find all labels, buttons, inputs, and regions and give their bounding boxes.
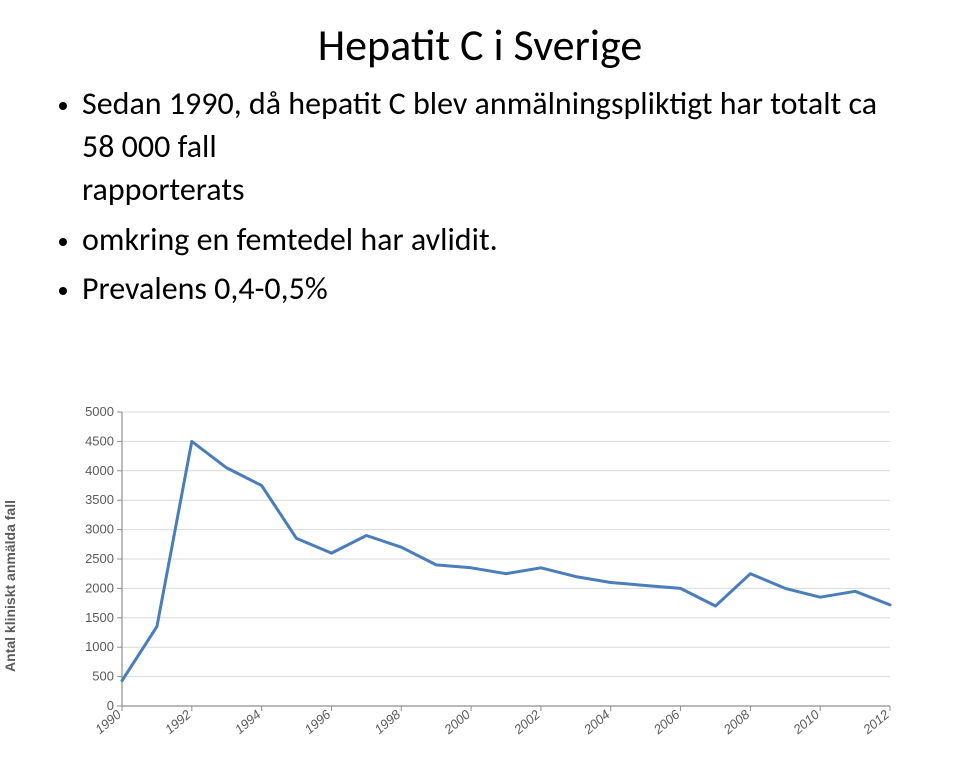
- bullet-2: omkring en femtedel har avlidit.: [82, 218, 910, 261]
- svg-text:1500: 1500: [85, 610, 114, 625]
- svg-text:2000: 2000: [85, 580, 114, 595]
- svg-text:2002: 2002: [510, 706, 543, 737]
- bullet-list: Sedan 1990, då hepatit C blev anmälnings…: [56, 82, 910, 310]
- svg-text:1996: 1996: [302, 706, 334, 737]
- svg-text:2000: 2000: [440, 706, 473, 737]
- bullet-1: Sedan 1990, då hepatit C blev anmälnings…: [82, 82, 910, 212]
- svg-text:2006: 2006: [650, 706, 683, 737]
- svg-text:500: 500: [92, 669, 114, 684]
- bullet-1-line2: rapporterats: [82, 168, 910, 211]
- svg-text:3500: 3500: [85, 492, 114, 507]
- chart-svg: 0500100015002000250030003500400045005000…: [80, 406, 900, 746]
- svg-text:1000: 1000: [85, 639, 114, 654]
- page-title: Hepatit C i Sverige: [50, 18, 910, 72]
- svg-text:1990: 1990: [92, 706, 124, 737]
- bullet-3: Prevalens 0,4-0,5%: [82, 267, 910, 310]
- chart-plot-area: 0500100015002000250030003500400045005000…: [80, 406, 900, 746]
- svg-text:4500: 4500: [85, 433, 114, 448]
- svg-text:2008: 2008: [720, 706, 753, 737]
- svg-text:4000: 4000: [85, 463, 114, 478]
- line-chart: Antal kliniskt anmälda fall 050010001500…: [20, 406, 920, 766]
- slide: Hepatit C i Sverige Sedan 1990, då hepat…: [0, 0, 960, 784]
- svg-text:2500: 2500: [85, 551, 114, 566]
- svg-text:2012: 2012: [859, 706, 892, 737]
- svg-text:1994: 1994: [232, 707, 264, 737]
- bullet-1-line1: Sedan 1990, då hepatit C blev anmälnings…: [82, 84, 877, 166]
- svg-text:5000: 5000: [85, 406, 114, 419]
- svg-text:3000: 3000: [85, 522, 114, 537]
- svg-text:2010: 2010: [790, 706, 823, 737]
- y-axis-label: Antal kliniskt anmälda fall: [2, 500, 18, 672]
- svg-text:1992: 1992: [162, 706, 194, 737]
- svg-text:1998: 1998: [371, 706, 403, 737]
- svg-text:2004: 2004: [580, 707, 613, 738]
